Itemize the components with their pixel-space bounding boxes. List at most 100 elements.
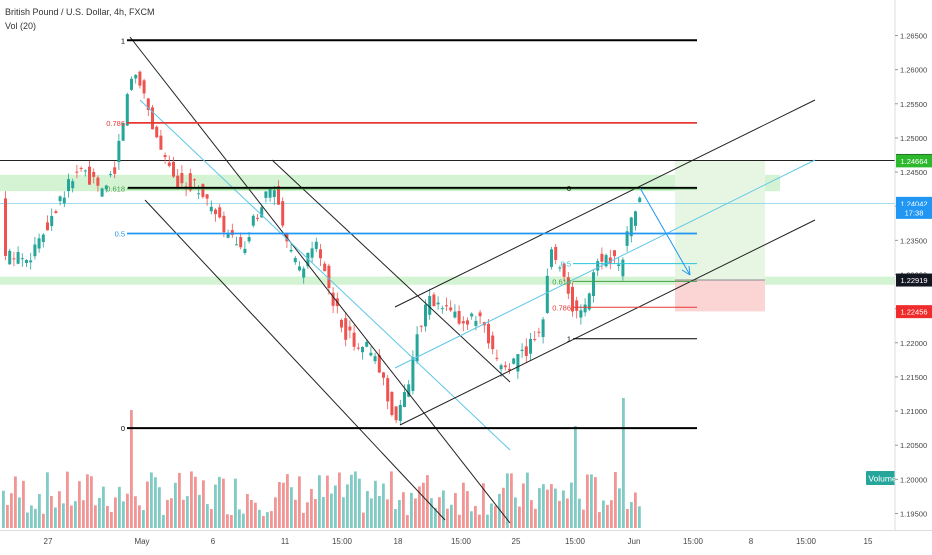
candle-body [621, 259, 625, 277]
volume-bar [330, 493, 333, 528]
volume-bar [546, 489, 549, 528]
volume-bar [98, 497, 101, 528]
candle-body [54, 211, 58, 214]
volume-bar [638, 506, 641, 528]
volume-bar [618, 488, 621, 528]
volume-bar [206, 504, 209, 528]
price-badge-label: 1.22919 [900, 276, 927, 285]
volume-bar [22, 480, 25, 528]
candle-body [529, 338, 532, 354]
candle-body [487, 323, 490, 344]
volume-bar [78, 481, 81, 528]
volume-bar [482, 483, 485, 528]
candle-body [466, 320, 469, 325]
candle-body [508, 368, 511, 371]
candle-body [260, 207, 264, 218]
candle-body [96, 177, 100, 186]
candle-body [369, 352, 373, 356]
volume-bar [10, 493, 13, 528]
volume-bar [158, 487, 161, 528]
volume-bar [30, 505, 33, 528]
volume-bar [262, 515, 265, 528]
volume-bar [246, 494, 249, 528]
volume-bar [226, 514, 229, 528]
candle-body [394, 406, 398, 421]
candle-body [634, 211, 637, 226]
volume-bar [150, 472, 153, 528]
descending-channel-mid [271, 159, 511, 383]
volume-bar [374, 480, 377, 528]
candle-body [608, 257, 612, 263]
volume-bar [354, 471, 357, 528]
volume-bar [162, 514, 165, 528]
projection-arrowhead [681, 265, 691, 276]
candle-body [583, 304, 587, 313]
volume-bar [594, 477, 597, 528]
volume-bar [322, 497, 325, 528]
volume-bar [554, 488, 557, 528]
volume-bar [514, 497, 517, 528]
x-tick-label: 15:00 [332, 537, 353, 546]
volume-bar [398, 500, 401, 528]
volume-bar [130, 410, 133, 528]
candle-body [113, 167, 117, 174]
candle-body [348, 326, 352, 331]
volume-bar [630, 502, 633, 528]
candle-body [159, 135, 163, 150]
volume-bar [278, 481, 281, 528]
volume-bar [62, 503, 65, 528]
volume-bar [270, 511, 273, 528]
volume-bar [582, 509, 585, 528]
candle-body [461, 321, 465, 324]
candle-body [365, 341, 369, 347]
candle-body [419, 325, 423, 327]
stop-zone [675, 279, 765, 312]
candle-body [524, 346, 528, 356]
candle-body [445, 305, 448, 307]
candle-body [432, 294, 436, 307]
candle-body [344, 318, 348, 340]
time-axis [0, 530, 932, 550]
volume-bar [586, 474, 589, 528]
candle-body [407, 384, 411, 397]
volume-bar [382, 483, 385, 528]
volume-bar [526, 472, 529, 528]
candle-body [58, 196, 62, 202]
candle-body [50, 215, 54, 227]
volume-bar [106, 505, 109, 528]
volume-bar [422, 482, 425, 528]
candle-body [193, 179, 196, 181]
x-tick-label: 15 [864, 537, 873, 546]
volume-bar [102, 486, 105, 528]
volume-bar [342, 497, 345, 528]
candle-body [533, 339, 537, 341]
volume-bar [558, 500, 561, 528]
candle-body [293, 257, 297, 263]
volume-bar [122, 501, 125, 528]
descending-trend-line [139, 99, 511, 451]
descending-channel-upper [129, 36, 511, 524]
candle-body [37, 238, 41, 249]
volume-bar [34, 508, 37, 528]
volume-bar [2, 490, 5, 528]
volume-bar [218, 476, 221, 528]
volume-bar [258, 509, 261, 528]
ascending-channel-lower [399, 219, 816, 426]
candle-body [457, 311, 461, 324]
candle-body [83, 170, 87, 172]
price-badge [896, 273, 932, 287]
volume-indicator-label: Vol (20) [5, 21, 37, 31]
volume-bar [590, 474, 593, 528]
volume-bar [350, 474, 353, 528]
candle-body [356, 347, 360, 349]
candle-body [117, 140, 121, 163]
volume-bar [286, 474, 289, 528]
candle-body [251, 215, 255, 226]
volume-bar [634, 492, 637, 528]
candle-body [550, 249, 553, 267]
candle-body [256, 217, 259, 219]
volume-bar [314, 499, 317, 528]
volume-bar [534, 508, 537, 528]
